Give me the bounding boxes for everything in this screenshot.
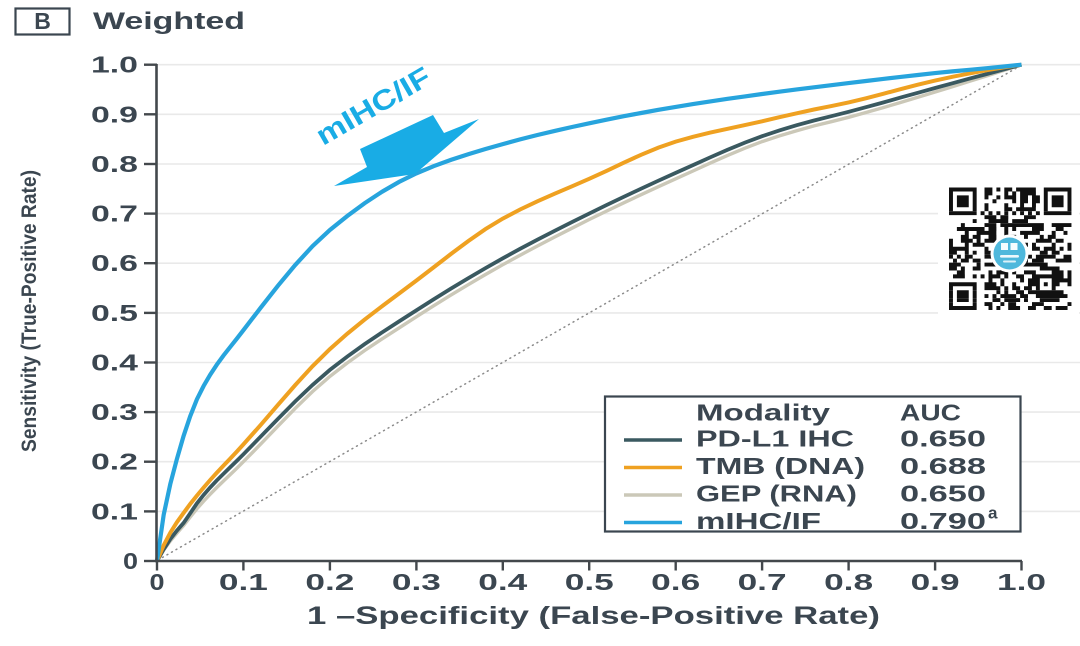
svg-text:B: B	[34, 8, 51, 34]
svg-text:0.7: 0.7	[91, 201, 138, 227]
svg-text:0.2: 0.2	[91, 449, 138, 475]
svg-text:Weighted: Weighted	[93, 8, 245, 35]
svg-text:0.5: 0.5	[565, 569, 614, 595]
svg-text:0.6: 0.6	[651, 569, 700, 595]
svg-text:0.4: 0.4	[478, 569, 527, 595]
svg-text:0: 0	[123, 548, 138, 574]
svg-text:TMB (DNA): TMB (DNA)	[696, 453, 865, 479]
svg-text:mIHC/IF: mIHC/IF	[696, 508, 821, 534]
svg-text:0.4: 0.4	[91, 350, 138, 376]
svg-text:0.9: 0.9	[91, 101, 138, 127]
svg-text:1.0: 1.0	[997, 569, 1046, 595]
svg-text:AUC: AUC	[900, 400, 961, 426]
svg-text:0: 0	[150, 569, 165, 595]
svg-text:0.790: 0.790	[900, 508, 986, 534]
svg-text:0.688: 0.688	[900, 453, 986, 479]
svg-text:0.6: 0.6	[91, 250, 138, 276]
svg-text:0.7: 0.7	[738, 569, 787, 595]
svg-text:1.0: 1.0	[91, 52, 138, 78]
svg-text:Modality: Modality	[696, 400, 830, 426]
svg-text:a: a	[988, 504, 998, 523]
svg-text:1 –Specificity (False-Positive: 1 –Specificity (False-Positive Rate)	[307, 602, 880, 630]
svg-text:0.3: 0.3	[392, 569, 441, 595]
svg-text:0.5: 0.5	[91, 300, 138, 326]
svg-text:GEP (RNA): GEP (RNA)	[696, 481, 857, 507]
svg-text:Sensitivity (True-Positive Rat: Sensitivity (True-Positive Rate)	[18, 170, 41, 452]
svg-text:0.1: 0.1	[91, 498, 138, 524]
svg-text:0.650: 0.650	[900, 426, 986, 452]
svg-text:0.3: 0.3	[91, 399, 138, 425]
svg-text:0.9: 0.9	[911, 569, 960, 595]
svg-text:0.1: 0.1	[219, 569, 268, 595]
svg-text:PD-L1 IHC: PD-L1 IHC	[696, 426, 854, 452]
svg-text:0.8: 0.8	[91, 151, 138, 177]
svg-text:0.650: 0.650	[900, 481, 986, 507]
svg-text:0.2: 0.2	[305, 569, 354, 595]
svg-text:0.8: 0.8	[824, 569, 873, 595]
